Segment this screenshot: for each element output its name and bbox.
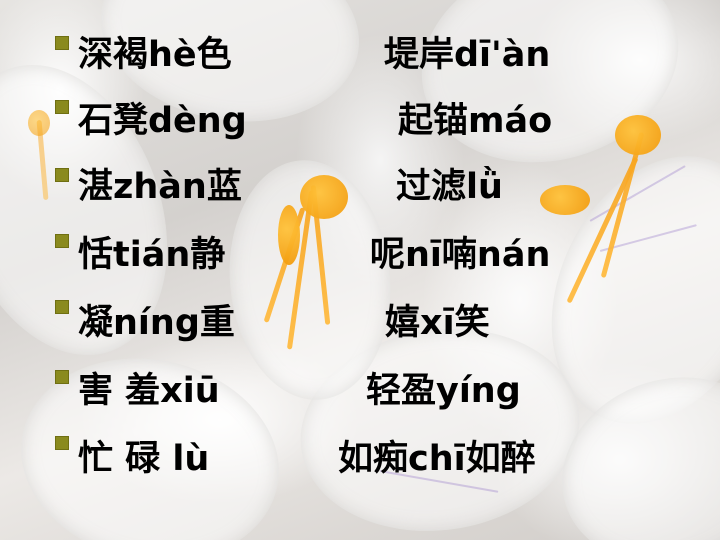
vocab-left-2: 石凳dèng — [78, 101, 247, 141]
vocab-right-3: 过滤lǜ — [396, 167, 503, 207]
vocab-left-7: 忙 碌 lù — [78, 439, 210, 479]
vocab-right-2: 起锚máo — [398, 101, 553, 141]
vocab-right-4: 呢nī喃nán — [370, 235, 551, 275]
vocab-left-4: 恬tián静 — [78, 235, 226, 275]
flower-petal — [2, 335, 298, 540]
vocab-right-6: 轻盈yíng — [366, 371, 521, 411]
anther — [615, 115, 661, 155]
bullet-marker — [55, 100, 69, 114]
vocab-left-1: 深褐hè色 — [78, 35, 232, 75]
bullet-marker — [55, 436, 69, 450]
vocab-right-1: 堤岸dī'àn — [384, 35, 551, 75]
bullet-marker — [55, 36, 69, 50]
vocab-right-5: 嬉xī笑 — [385, 303, 490, 343]
anther — [540, 185, 590, 215]
anther — [300, 175, 348, 219]
vocab-right-7: 如痴chī如醉 — [338, 439, 536, 479]
vocab-left-5: 凝níng重 — [78, 303, 235, 343]
bullet-marker — [55, 234, 69, 248]
vocab-left-6: 害 羞xiū — [78, 371, 220, 411]
vocab-left-3: 湛zhàn蓝 — [78, 167, 242, 207]
bullet-marker — [55, 300, 69, 314]
anther — [278, 205, 300, 265]
bullet-marker — [55, 370, 69, 384]
bullet-marker — [55, 168, 69, 182]
anther — [28, 110, 50, 136]
